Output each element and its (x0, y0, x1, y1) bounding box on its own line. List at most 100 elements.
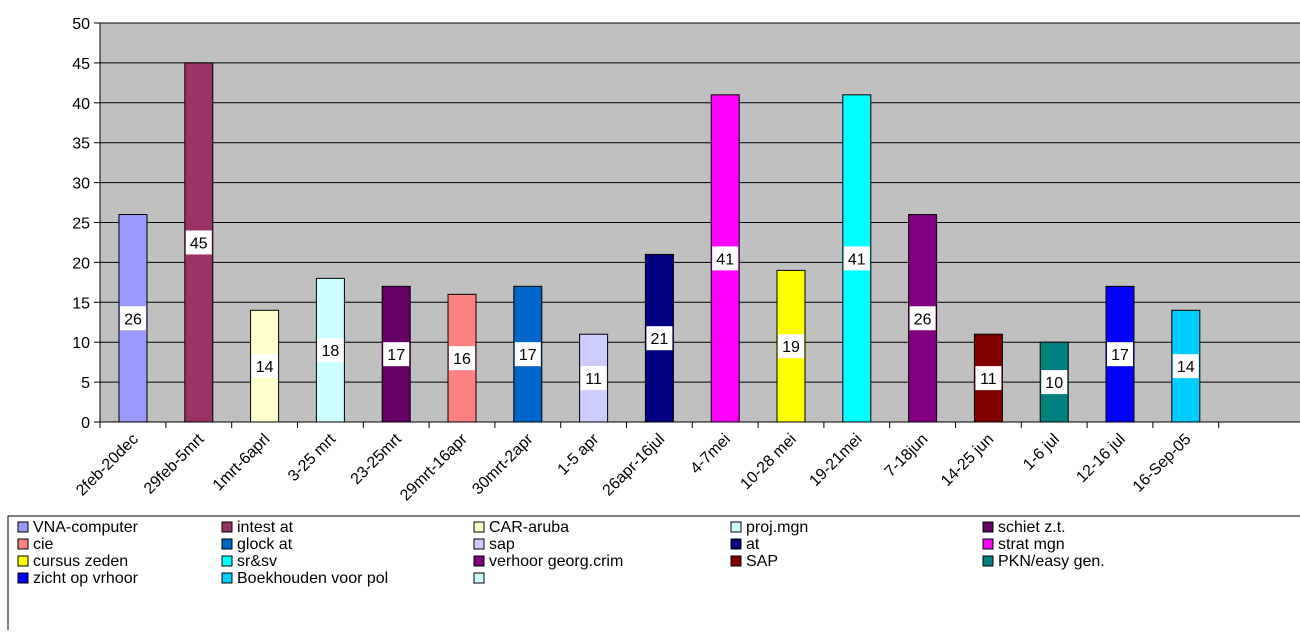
legend-swatch (17, 555, 29, 567)
legend-label: VNA-computer (33, 519, 139, 536)
y-tick-label: 20 (72, 255, 90, 272)
data-label: 10 (1045, 375, 1063, 392)
data-label: 17 (1111, 347, 1129, 364)
x-tick-label: 4-7mei (687, 431, 734, 478)
y-tick-label: 30 (72, 176, 90, 193)
y-tick-label: 0 (81, 415, 90, 432)
legend-label: zicht op vrhoor (33, 570, 139, 587)
legend-swatch (982, 555, 994, 567)
data-label-box (975, 366, 1002, 391)
legend-label: SAP (746, 553, 778, 570)
legend-label: sap (489, 536, 515, 553)
legend-swatch (221, 521, 233, 533)
x-tick-label: 23-25mrt (348, 430, 406, 488)
data-label: 17 (519, 347, 537, 364)
data-label: 14 (256, 359, 274, 376)
data-label-box (185, 230, 212, 255)
data-label-box (449, 346, 475, 371)
legend-swatch (221, 572, 233, 584)
legend-swatch (730, 555, 742, 567)
axes: 0 5 10 15 20 25 30 35 40 45 50 (72, 16, 1300, 432)
legend-swatch (982, 538, 994, 550)
legend-swatch (17, 572, 29, 584)
x-tick-label: 14-25 jun (938, 431, 997, 490)
x-tick-label: 29feb-5mrt (141, 430, 208, 497)
data-labels: 26 45 14 18 17 16 17 11 21 41 19 41 26 11 10 17 14 (120, 230, 1199, 395)
legend-label: strat mgn (998, 536, 1065, 553)
data-label-box (120, 306, 146, 331)
legend-label: at (746, 536, 760, 553)
x-tick-label: 2feb-20dec (73, 431, 142, 500)
data-label: 26 (914, 311, 932, 328)
legend-label: PKN/easy gen. (998, 553, 1105, 570)
data-label-box (1172, 354, 1199, 379)
data-label: 19 (782, 339, 800, 356)
data-label: 16 (453, 351, 471, 368)
data-label: 21 (651, 331, 669, 348)
legend-label: cie (33, 536, 54, 553)
legend-label: CAR-aruba (489, 519, 569, 536)
legend-box (7, 515, 1300, 635)
x-tick-label: 19-21mei (806, 431, 865, 490)
legend-swatch (473, 521, 485, 533)
data-label: 41 (848, 251, 866, 268)
legend-swatch (17, 538, 29, 550)
data-label: 45 (190, 235, 208, 252)
x-tick-label: 30mrt-2apr (469, 430, 537, 498)
legend-swatch (473, 555, 485, 567)
legend-label: Boekhouden voor pol (237, 570, 388, 587)
data-label: 41 (716, 251, 734, 268)
legend-label: sr&sv (237, 553, 277, 570)
legend-swatch (730, 521, 742, 533)
data-label-box (1041, 370, 1068, 395)
x-tick-label: 12-16 jul (1073, 431, 1128, 486)
y-tick-label: 15 (72, 295, 90, 312)
y-tick-label: 10 (72, 335, 90, 352)
y-tick-label: 40 (72, 96, 90, 113)
x-tick-label: 1-6 jul (1020, 431, 1063, 474)
data-label: 14 (1177, 359, 1195, 376)
data-label-box (646, 326, 673, 351)
data-label-box (712, 246, 739, 271)
x-tick-labels: 2feb-20dec 29feb-5mrt 1mrt-6aprl 3-25 mrt 23… (73, 430, 1195, 504)
legend-label: proj.mgn (746, 519, 808, 536)
x-tick-label: 29mrt-16apr (397, 430, 471, 504)
y-tick-label: 50 (72, 16, 90, 33)
data-label: 11 (980, 371, 997, 388)
data-label-box (778, 334, 804, 359)
legend-swatch (473, 572, 485, 584)
y-tick-label: 5 (81, 375, 90, 392)
x-tick-label: 10-28 mei (737, 431, 799, 493)
legend-swatch (982, 521, 994, 533)
y-tick-label: 25 (72, 216, 90, 233)
legend-swatch (221, 555, 233, 567)
x-tick-label: 16-Sep-05 (1130, 431, 1195, 496)
x-tick-label: 26apr-16jul (600, 431, 669, 500)
data-label: 11 (585, 371, 602, 388)
legend-swatch (473, 538, 485, 550)
x-tick-label: 3-25 mrt (285, 430, 340, 485)
data-label-box (317, 338, 344, 363)
data-label-box (909, 306, 936, 331)
data-label: 26 (124, 311, 142, 328)
data-label-box (251, 354, 278, 379)
legend-label: cursus zeden (33, 553, 128, 570)
data-label-box (580, 366, 607, 391)
legend-label: verhoor georg.crim (489, 553, 623, 570)
data-label-box (843, 246, 870, 271)
gridlines (100, 22, 1300, 383)
legend: VNA-computer intest at CAR-aruba proj.mgn sc… (7, 515, 1300, 635)
data-label-box (514, 342, 541, 367)
data-label: 17 (387, 347, 405, 364)
x-tick-label: 1mrt-6aprl (210, 431, 274, 495)
x-tick-label: 1-5 apr (555, 430, 603, 478)
legend-label: intest at (237, 519, 294, 536)
data-label: 18 (322, 343, 340, 360)
x-tick-label: 7-18jun (882, 431, 932, 481)
data-label-box (1107, 342, 1133, 367)
legend-swatch (17, 521, 29, 533)
y-tick-label: 45 (72, 56, 90, 73)
legend-label: glock at (237, 536, 293, 553)
